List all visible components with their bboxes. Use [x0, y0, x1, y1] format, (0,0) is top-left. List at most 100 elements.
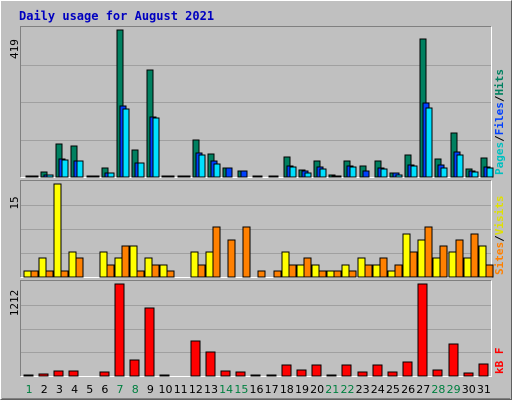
bar-kb-f-day-6: [99, 371, 110, 377]
bar-pages-day-3: [61, 159, 69, 178]
x-tick-label-day-7: 7: [117, 383, 124, 396]
bar-sites-day-26: [409, 251, 418, 278]
legend-entry: Sites: [493, 242, 506, 275]
bar-kb-f-day-21: [326, 374, 337, 377]
y-max-label-hits-files-pages: 419: [8, 39, 21, 59]
x-tick-label-day-12: 12: [189, 383, 203, 396]
bar-visits-day-12: [190, 251, 199, 278]
bar-sites-day-16: [257, 270, 266, 278]
x-tick-label-day-17: 17: [265, 383, 279, 396]
bar-pages-day-21: [334, 175, 342, 178]
x-tick-label-day-11: 11: [174, 383, 188, 396]
legend-entry: kB: [493, 360, 506, 374]
bar-sites-day-1: [30, 270, 39, 278]
bar-kb-f-day-22: [341, 364, 352, 377]
bar-visits-day-20: [311, 264, 320, 278]
x-tick-label-day-16: 16: [250, 383, 264, 396]
y-max-label-kbytes: 1212: [8, 290, 21, 317]
bar-sites-day-6: [106, 264, 115, 278]
legend-kbytes: kB F: [493, 348, 506, 375]
bar-kb-f-day-20: [311, 364, 322, 377]
bar-sites-day-24: [379, 257, 388, 278]
legend-entry: /: [493, 95, 506, 102]
x-tick-label-day-4: 4: [71, 383, 78, 396]
bar-sites-day-12: [197, 264, 206, 278]
x-tick-label-day-10: 10: [159, 383, 173, 396]
bar-kb-f-day-10: [159, 374, 170, 377]
x-tick-label-day-6: 6: [101, 383, 108, 396]
bar-visits-day-4: [68, 251, 77, 278]
x-tick-label-day-9: 9: [147, 383, 154, 396]
x-tick-label-day-8: 8: [132, 383, 139, 396]
x-tick-label-day-2: 2: [41, 383, 48, 396]
bar-kb-f-day-27: [417, 283, 428, 377]
bar-files-day-15: [240, 170, 248, 178]
bar-sites-day-28: [439, 245, 448, 278]
x-tick-label-day-3: 3: [56, 383, 63, 396]
x-tick-label-day-24: 24: [371, 383, 385, 396]
legend-entry: F: [493, 348, 506, 361]
bar-visits-day-10: [159, 264, 168, 278]
bar-sites-day-4: [75, 257, 84, 278]
x-tick-label-day-20: 20: [310, 383, 324, 396]
bar-sites-day-14: [227, 239, 236, 278]
bar-sites-day-7: [121, 245, 130, 278]
bar-sites-day-9: [151, 264, 160, 278]
bar-pages-day-8: [137, 162, 145, 178]
bar-kb-f-day-17: [266, 374, 277, 377]
bar-pages-day-20: [319, 168, 327, 178]
bar-sites-day-31: [485, 264, 494, 278]
x-tick-label-day-1: 1: [26, 383, 33, 396]
panel-border-top-left: [20, 26, 492, 178]
x-tick-label-day-14: 14: [219, 383, 233, 396]
bar-visits-day-7: [114, 257, 123, 278]
bar-sites-day-15: [242, 226, 251, 278]
bar-visits-day-31: [478, 245, 487, 278]
bar-sites-day-13: [212, 226, 221, 278]
bar-pages-day-11: [183, 175, 191, 178]
bar-kb-f-day-3: [53, 370, 64, 377]
bar-kb-f-day-4: [68, 370, 79, 377]
bar-pages-day-30: [471, 171, 479, 178]
bar-pages-day-27: [425, 107, 433, 178]
legend-entry: Pages: [493, 142, 506, 175]
x-tick-label-day-15: 15: [234, 383, 248, 396]
bar-kb-f-day-8: [129, 359, 140, 377]
x-tick-label-day-5: 5: [86, 383, 93, 396]
bar-kb-f-day-31: [478, 363, 489, 377]
bar-visits-day-21: [326, 270, 335, 278]
bar-visits-day-6: [99, 251, 108, 278]
bar-files-day-16: [255, 175, 263, 178]
bar-visits-day-26: [402, 233, 411, 278]
x-tick-label-day-26: 26: [401, 383, 415, 396]
x-tick-label-day-19: 19: [295, 383, 309, 396]
bar-kb-f-day-9: [144, 307, 155, 377]
bar-visits-day-9: [144, 257, 153, 278]
bar-visits-day-29: [448, 251, 457, 278]
bar-kb-f-day-13: [205, 351, 216, 377]
x-tick-label-day-18: 18: [280, 383, 294, 396]
bar-pages-day-5: [92, 175, 100, 178]
bar-visits-day-13: [205, 251, 214, 278]
bar-visits-day-19: [296, 264, 305, 278]
bar-files-day-14: [225, 167, 233, 178]
legend-entry: /: [493, 135, 506, 142]
bar-kb-f-day-2: [38, 373, 49, 377]
bar-pages-day-19: [304, 172, 312, 178]
x-tick-label-day-30: 30: [462, 383, 476, 396]
bar-visits-day-1: [23, 270, 32, 278]
bar-kb-f-day-12: [190, 340, 201, 377]
bar-sites-day-25: [394, 264, 403, 278]
bar-kb-f-day-18: [281, 364, 292, 377]
x-tick-label-day-21: 21: [325, 383, 339, 396]
bar-visits-day-28: [432, 257, 441, 278]
bar-visits-day-25: [387, 270, 396, 278]
bar-pages-day-7: [122, 108, 130, 178]
bar-sites-day-27: [424, 226, 433, 278]
bar-pages-day-9: [152, 117, 160, 178]
legend-entry: Files: [493, 102, 506, 135]
bar-pages-day-25: [395, 174, 403, 178]
x-tick-label-day-13: 13: [204, 383, 218, 396]
